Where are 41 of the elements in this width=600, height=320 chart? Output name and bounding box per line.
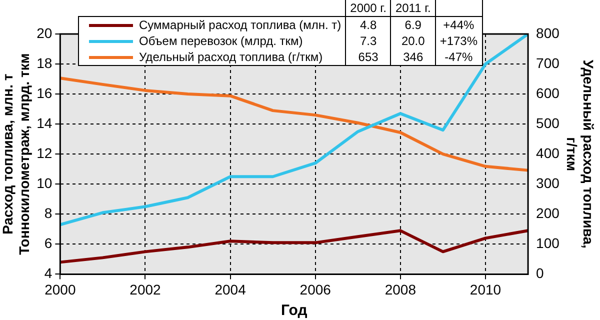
x-tick-label: 2008 — [384, 281, 416, 298]
legend-label: Суммарный расход топлива (млн. т) — [78, 16, 346, 33]
y2-tick-label: 0 — [536, 265, 544, 282]
legend-label: Объем перевозок (млрд. ткм) — [78, 33, 346, 49]
text: 2000 г. — [350, 1, 386, 15]
y-tick-label: 14 — [36, 114, 52, 131]
y2-tick-label: 600 — [536, 84, 560, 101]
legend-label: Удельный расход топлива (г/ткм) — [78, 49, 346, 66]
y-tick-label: 8 — [44, 205, 52, 222]
annotation: +173% — [435, 33, 482, 49]
annotation: -47% — [435, 49, 482, 66]
y2-tick-label: 100 — [536, 235, 560, 252]
x-tick-label: 2010 — [470, 281, 502, 298]
y2-tick-label: 200 — [536, 205, 560, 222]
annotation: 653 — [346, 49, 391, 66]
x-tick-label: 2004 — [214, 281, 246, 298]
annotation: 346 — [390, 49, 436, 66]
y2-tick-label: 800 — [536, 24, 560, 41]
y2-tick-label: 300 — [536, 174, 560, 191]
y2-axis-title: Удельный расход топлива, г/ткм — [564, 60, 597, 248]
y-tick-label: 10 — [36, 174, 52, 191]
y-axis-title: Расход топлива, млн. т Тоннокилометраж, млрд. ткм — [0, 53, 32, 255]
y2-tick-label: 700 — [536, 54, 560, 71]
text: 2011 г. — [395, 1, 431, 15]
x-axis-title: Год — [280, 302, 308, 320]
y-tick-label: 16 — [36, 84, 52, 101]
text: +44% — [443, 18, 474, 32]
y-tick-label: 4 — [44, 265, 52, 282]
annotation: 7.3 — [346, 33, 391, 49]
y-tick-label: 20 — [36, 24, 52, 41]
y-tick-label: 6 — [44, 235, 52, 252]
text: 6.9 — [404, 18, 422, 32]
y2-tick-label: 500 — [536, 114, 560, 131]
y-tick-label: 12 — [36, 144, 52, 161]
y2-tick-label: 400 — [536, 144, 560, 161]
text: 4.8 — [360, 18, 377, 32]
x-tick-label: 2002 — [130, 281, 162, 298]
x-tick-label: 2000 — [44, 281, 76, 298]
y-tick-label: 18 — [36, 54, 52, 71]
annotation: 20.0 — [390, 33, 436, 49]
x-tick-label: 2006 — [300, 281, 332, 298]
